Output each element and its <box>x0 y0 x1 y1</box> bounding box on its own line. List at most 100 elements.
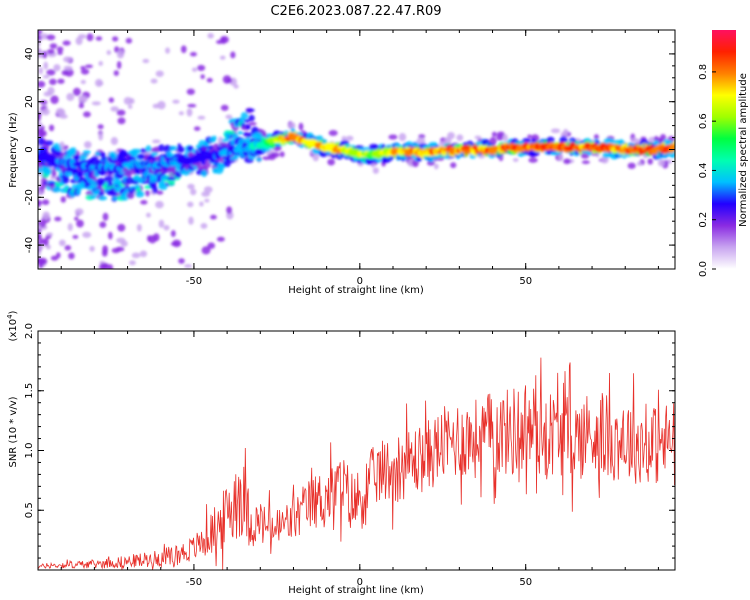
spectrogram-cell <box>72 87 81 96</box>
spectrogram-cell <box>98 61 103 66</box>
spectrogram-cell <box>64 245 72 251</box>
spectrogram-cell <box>201 169 208 177</box>
spectrogram-cell <box>204 198 210 203</box>
spectrogram-cell <box>54 216 62 222</box>
spectrogram-x-tick-label: -50 <box>186 276 202 287</box>
spectrogram-cell <box>38 67 43 75</box>
spectrogram-cell <box>44 140 54 146</box>
snr-x-axis-label: Height of straight line (km) <box>288 585 424 596</box>
spectrogram-x-ticks: -50 0 50 <box>60 30 659 287</box>
spectrogram-cell <box>581 160 590 165</box>
spectrogram-cell <box>327 158 335 166</box>
spectrogram-cell <box>146 212 151 218</box>
spectrogram-cell <box>38 258 46 265</box>
spectrogram-cell <box>63 56 72 63</box>
spectrogram-cell <box>279 151 285 158</box>
spectrogram-cell <box>187 103 197 108</box>
spectrogram-cell <box>108 231 113 240</box>
spectrogram-cell <box>418 134 426 139</box>
colorbar-tick-label: 0.4 <box>698 162 709 178</box>
spectrogram-cell <box>66 92 75 101</box>
spectrogram-cell <box>94 151 101 157</box>
spectrogram-cell <box>120 240 128 247</box>
spectrogram-cell <box>38 250 41 257</box>
spectrogram-cell <box>59 141 65 150</box>
spectrogram-cell <box>433 163 439 170</box>
spectrogram-cell <box>456 134 464 141</box>
spectrogram-cell <box>200 222 208 229</box>
spectrogram-cell <box>207 242 216 249</box>
spectrogram-cell <box>145 189 150 197</box>
colorbar: 0.0 0.2 0.4 0.6 0.8 Normalized spectral ampl… <box>698 30 749 277</box>
spectrogram-cell <box>38 200 42 205</box>
snr-y-tick-label: 1.0 <box>24 443 35 459</box>
spectrogram-cell <box>97 124 104 130</box>
spectrogram-cell <box>56 252 61 259</box>
spectrogram-cell <box>45 244 51 250</box>
spectrogram-cell <box>44 168 52 173</box>
spectrogram-cell <box>528 157 538 163</box>
spectrogram-cell <box>184 264 192 269</box>
spectrogram-cell <box>116 50 125 59</box>
spectrogram-cell <box>42 50 48 59</box>
spectrogram-cell <box>522 137 532 143</box>
snr-y-tick-label: 1.5 <box>24 383 35 399</box>
spectrogram-cell <box>62 40 71 46</box>
snr-x-ticks: -50 0 50 <box>60 331 659 588</box>
spectrogram-cell <box>171 166 176 171</box>
spectrogram-cell <box>78 103 85 109</box>
spectrogram-cell <box>491 131 497 137</box>
spectrogram-cell <box>398 133 407 142</box>
spectrogram-cell <box>242 132 248 137</box>
spectrogram-cell <box>563 158 571 165</box>
spectrogram-cell <box>103 175 114 183</box>
spectrogram-cell <box>107 264 114 269</box>
spectrogram-cell <box>155 200 164 209</box>
spectrogram-cell <box>142 58 150 64</box>
spectrogram-y-tick-label: 20 <box>24 95 35 108</box>
spectrogram-cell <box>38 137 45 146</box>
spectrogram-cell <box>126 191 135 199</box>
spectrogram-cell <box>111 153 117 160</box>
spectrogram-cell <box>74 208 84 216</box>
spectrogram-cell <box>89 245 95 252</box>
spectrogram-cell <box>345 135 354 141</box>
spectrogram-cell <box>85 64 93 69</box>
spectrogram-cell <box>298 122 304 131</box>
spectrogram-cell <box>187 201 194 208</box>
spectrogram-cell <box>41 108 50 116</box>
spectrogram-cell <box>125 37 133 44</box>
spectrogram-cell <box>46 34 56 41</box>
spectrogram-cell <box>149 176 158 183</box>
spectrogram-cell <box>38 115 41 122</box>
spectrogram-cell <box>38 227 42 234</box>
spectrogram-y-tick-label: -40 <box>24 237 35 253</box>
spectrogram-cell <box>152 103 160 109</box>
spectrogram-cell <box>169 145 178 151</box>
spectrogram-cell <box>636 161 642 166</box>
spectrogram-cell <box>56 46 64 53</box>
spectrogram-cell <box>240 112 249 119</box>
spectrogram-cell <box>496 134 504 141</box>
spectrogram-cell <box>197 64 206 72</box>
spectrogram-cell <box>150 151 159 157</box>
spectrogram-cell <box>74 216 79 221</box>
spectrogram-cell <box>106 50 112 55</box>
spectrogram-cell <box>97 81 104 86</box>
spectrogram-cell <box>146 235 152 242</box>
spectrogram-cell <box>95 36 103 41</box>
spectrogram-cell <box>59 114 68 119</box>
spectrogram-cell <box>172 239 182 248</box>
spectrogram-cell <box>99 221 107 228</box>
spectrogram-cell <box>38 244 44 250</box>
spectrogram-cell <box>129 260 136 266</box>
colorbar-tick-label: 0.0 <box>698 261 709 277</box>
spectrogram-cell <box>671 144 675 152</box>
spectrogram-cell <box>211 135 218 141</box>
spectrogram-cell <box>180 45 187 54</box>
spectrogram-cell <box>50 255 59 261</box>
spectrogram-cell <box>39 100 48 105</box>
spectrogram-cell <box>56 146 62 152</box>
spectrogram-cell <box>135 190 145 198</box>
spectrogram-cell <box>558 154 564 162</box>
